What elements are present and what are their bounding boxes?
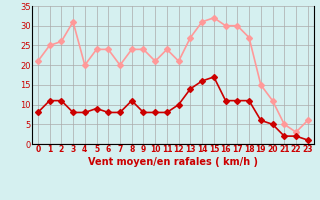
- X-axis label: Vent moyen/en rafales ( km/h ): Vent moyen/en rafales ( km/h ): [88, 157, 258, 167]
